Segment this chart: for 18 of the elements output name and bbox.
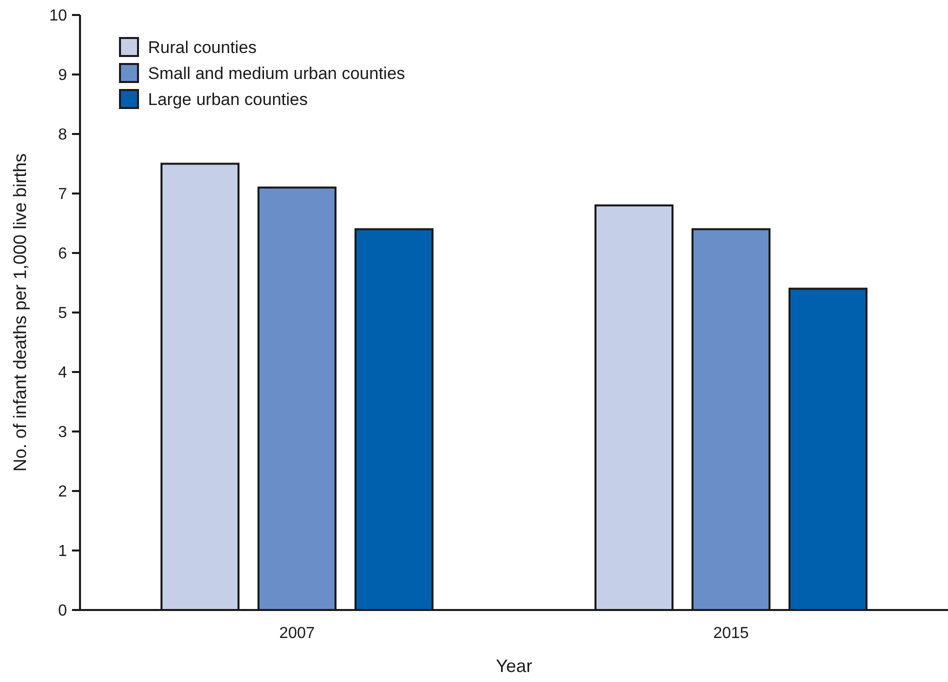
y-tick-label: 4 — [58, 364, 68, 382]
x-tick-label: 2015 — [713, 625, 749, 642]
x-tick-label: 2007 — [279, 625, 315, 642]
y-tick-label: 0 — [58, 602, 68, 620]
y-tick-label: 10 — [49, 8, 68, 25]
y-tick-label: 7 — [58, 186, 68, 204]
y-tick-label: 6 — [58, 246, 68, 263]
legend-label: Large urban counties — [148, 90, 308, 109]
y-tick-label: 9 — [58, 67, 68, 84]
y-tick-label: 8 — [58, 126, 68, 144]
y-tick-label: 5 — [58, 305, 68, 322]
legend-label: Rural counties — [148, 38, 257, 57]
y-tick-label: 1 — [58, 543, 68, 560]
y-tick-label: 3 — [58, 424, 68, 442]
x-axis-title: Year — [496, 656, 532, 676]
y-axis-title: No. of infant deaths per 1,000 live births — [10, 153, 30, 472]
legend-label: Small and medium urban counties — [148, 64, 406, 83]
y-tick-label: 2 — [58, 484, 68, 501]
